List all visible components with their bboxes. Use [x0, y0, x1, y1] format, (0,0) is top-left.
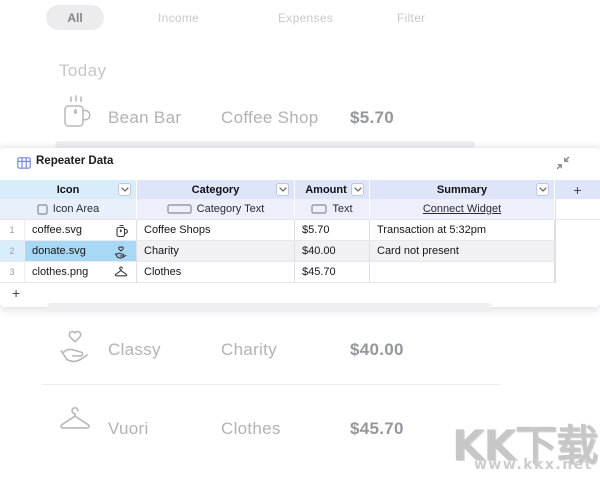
subheader-text-label: Text	[332, 203, 353, 215]
column-header-amount-label: Amount	[305, 183, 347, 196]
icon-filename: clothes.png	[32, 266, 89, 278]
occluded-row-bar	[55, 141, 475, 148]
cell-category[interactable]: Coffee Shops	[137, 220, 295, 241]
cell-summary[interactable]: Card not present	[370, 241, 555, 262]
row-divider	[42, 384, 500, 385]
transaction-amount: $5.70	[350, 108, 395, 127]
transaction-category: Charity	[221, 340, 277, 359]
cell-category[interactable]: Charity	[137, 241, 295, 262]
hand-heart-icon	[114, 245, 128, 261]
row-number[interactable]: 1	[0, 220, 25, 241]
section-heading-today: Today	[59, 61, 107, 80]
transaction-name: Vuori	[108, 419, 149, 438]
row-number[interactable]: 3	[0, 262, 25, 283]
transaction-amount: $45.70	[350, 419, 404, 438]
repeater-table: Icon Category Amount Summary + Icon Area	[0, 180, 600, 283]
icon-filename: coffee.svg	[32, 224, 82, 236]
column-header-summary[interactable]: Summary	[370, 180, 555, 199]
subheader-icon-area[interactable]: Icon Area	[0, 199, 137, 220]
column-icon-dropdown-icon[interactable]	[118, 183, 131, 196]
transaction-name: Classy	[108, 340, 161, 359]
row-number[interactable]: 2	[0, 241, 25, 262]
tab-income[interactable]: Income	[158, 11, 200, 25]
connect-widget-link[interactable]: Connect Widget	[370, 199, 555, 220]
column-header-icon[interactable]: Icon	[0, 180, 137, 199]
column-header-summary-label: Summary	[436, 183, 488, 196]
table-grid-icon	[17, 156, 31, 174]
small-rect-icon	[311, 204, 328, 214]
plus-column-spacer	[555, 241, 600, 262]
hanger-icon	[114, 266, 128, 280]
column-header-category[interactable]: Category	[137, 180, 295, 199]
occluded-row-bar	[47, 303, 492, 312]
cell-summary[interactable]	[370, 262, 555, 283]
repeater-data-panel: Repeater Data Icon Category Amount Su	[0, 148, 600, 307]
add-row-button[interactable]: +	[12, 285, 21, 301]
subheader-category-text-label: Category Text	[196, 203, 265, 215]
watermark-logo: KK下载	[452, 421, 598, 470]
column-summary-dropdown-icon[interactable]	[536, 183, 549, 196]
hand-heart-icon	[57, 326, 93, 371]
coffee-mug-icon	[60, 93, 92, 140]
transaction-category: Coffee Shop	[221, 108, 319, 127]
cell-category[interactable]: Clothes	[137, 262, 295, 283]
plus-column-spacer	[555, 262, 600, 283]
icon-filename: donate.svg	[32, 245, 86, 257]
coffee-cup-icon	[115, 224, 128, 240]
tab-expenses[interactable]: Expenses	[278, 11, 334, 25]
subheader-icon-area-label: Icon Area	[52, 203, 100, 215]
cell-icon-file[interactable]: clothes.png	[25, 262, 137, 283]
connect-widget-label: Connect Widget	[422, 203, 502, 215]
cell-amount[interactable]: $5.70	[295, 220, 370, 241]
tab-all-label: All	[67, 10, 83, 25]
collapse-panel-icon[interactable]	[555, 155, 573, 173]
cell-icon-file-selected[interactable]: donate.svg	[25, 241, 137, 262]
hanger-icon	[58, 406, 92, 437]
cell-icon-file[interactable]: coffee.svg	[25, 220, 137, 241]
checkbox-icon	[37, 203, 48, 215]
watermark-site-url: www.kkx.net	[474, 457, 593, 473]
plus-column-spacer	[555, 220, 600, 241]
transaction-category: Clothes	[221, 419, 281, 438]
cell-summary[interactable]: Transaction at 5:32pm	[370, 220, 555, 241]
tab-filter[interactable]: Filter	[397, 11, 426, 25]
cell-amount[interactable]: $40.00	[295, 241, 370, 262]
column-header-amount[interactable]: Amount	[295, 180, 370, 199]
tab-all[interactable]: All	[46, 5, 104, 30]
subheader-category-text[interactable]: Category Text	[137, 199, 295, 220]
column-header-category-label: Category	[191, 183, 240, 196]
wide-rect-icon	[167, 204, 192, 214]
column-category-dropdown-icon[interactable]	[276, 183, 289, 196]
column-header-icon-label: Icon	[56, 183, 80, 196]
add-column-button[interactable]: +	[555, 180, 600, 199]
plus-column-spacer	[555, 199, 600, 220]
panel-title: Repeater Data	[36, 155, 114, 167]
column-amount-dropdown-icon[interactable]	[351, 183, 364, 196]
transaction-amount: $40.00	[350, 340, 404, 359]
subheader-text[interactable]: Text	[295, 199, 370, 220]
transaction-name: Bean Bar	[108, 108, 182, 127]
cell-amount[interactable]: $45.70	[295, 262, 370, 283]
